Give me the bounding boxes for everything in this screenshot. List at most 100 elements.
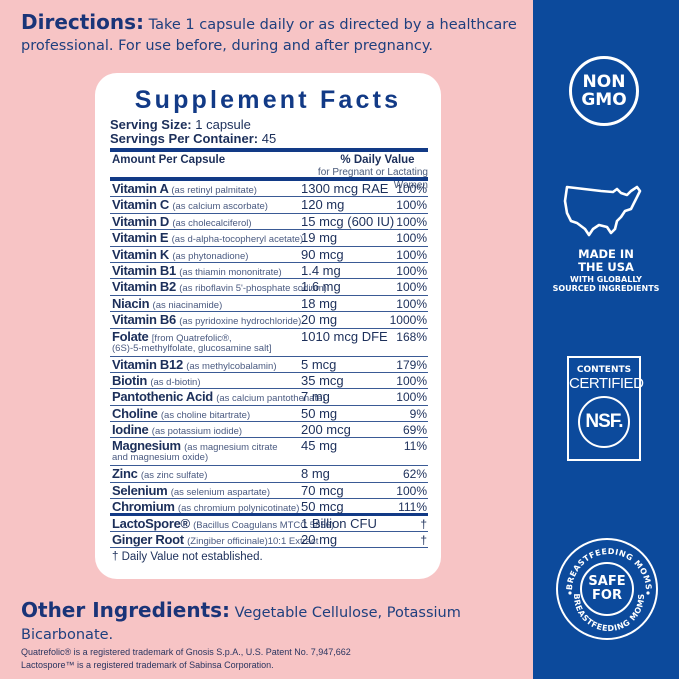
nutrient-source: (as calcium pantothenate) [216, 393, 326, 405]
nutrient-source: (as riboflavin 5'-phosphate sodium) [179, 283, 327, 295]
nutrient-amount: 20 mg [301, 532, 338, 548]
nutrient-table: Vitamin A (as retinyl palmitate) 1300 mcg… [110, 181, 428, 549]
made-sub2: SOURCED INGREDIENTS [552, 284, 660, 293]
nutrient-name: Vitamin A (as retinyl palmitate) [112, 181, 257, 196]
nsf-logo: NSF. [578, 396, 630, 448]
serving-size-label: Serving Size: [110, 117, 192, 132]
nutrient-name: Vitamin B12 (as methylcobalamin) [112, 356, 277, 372]
nutrient-amount: 200 mcg [301, 422, 351, 438]
nutrient-name: Vitamin E (as d-alpha-tocopheryl acetate… [112, 230, 304, 246]
header-daily-value: % Daily Value for Pregnant or Lactating W… [295, 154, 428, 192]
nutrient-source: (as magnesium citrate [184, 442, 278, 454]
nutrient-source: (as choline bitartrate) [160, 409, 251, 421]
nutrient-name: Vitamin B2 (as riboflavin 5'-phosphate s… [112, 279, 327, 295]
nutrient-name: Pantothenic Acid (as calcium pantothenat… [112, 389, 326, 405]
usa-map-icon [563, 185, 642, 237]
directions-label: Directions: [21, 10, 145, 34]
nutrient-daily-value: 69% [402, 423, 427, 438]
table-row: Vitamin D (as cholecalciferol) 15 mcg (60… [110, 213, 428, 231]
servings-per-container: Servings Per Container: 45 [110, 132, 276, 146]
breastfeeding-ring-text: BREASTFEEDING MOMS BREASTFEEDING MOMS [565, 547, 653, 633]
nutrient-name: Choline (as choline bitartrate) [112, 405, 251, 421]
table-row: Selenium (as selenium aspartate) 70 mcg 10… [110, 482, 428, 500]
servings-per-container-label: Servings Per Container: [110, 131, 259, 146]
nutrient-daily-value: 168% [396, 329, 427, 344]
non-gmo-badge: NON GMO [569, 56, 639, 126]
nutrient-source: (as d-biotin) [150, 376, 201, 388]
header-dv-sub: for Pregnant or Lactating Women [317, 167, 428, 191]
divider-thick [110, 177, 428, 181]
nutrient-amount: 50 mcg [301, 499, 344, 515]
non-gmo-line2: GMO [581, 90, 627, 110]
nutrient-daily-value: 100% [396, 390, 427, 405]
nutrient-amount: 50 mg [301, 405, 338, 421]
nutrient-source: (Bacillus Coagulans MTCC 5856) [193, 519, 335, 531]
nutrient-source: (as calcium ascorbate) [172, 201, 268, 213]
nutrient-daily-value: † [420, 533, 427, 548]
nutrient-amount: 1010 mcg DFE [301, 328, 388, 344]
nutrient-daily-value: 100% [396, 373, 427, 388]
nutrient-daily-value: 100% [396, 296, 427, 311]
nutrient-daily-value: 111% [398, 500, 427, 515]
breastfeeding-safe-badge: BREASTFEEDING MOMS BREASTFEEDING MOMS SA… [556, 538, 658, 640]
bf-line1: SAFE [588, 574, 626, 589]
table-row: Choline (as choline bitartrate) 50 mg 9% [110, 405, 428, 423]
trademark-note: Quatrefolic® is a registered trademark o… [21, 647, 351, 657]
nutrient-source: (as chromium polynicotinate) [177, 503, 300, 515]
nsf-line1: CONTENTS [576, 365, 632, 375]
serving-size: Serving Size: 1 capsule [110, 118, 251, 132]
nutrient-amount: 19 mg [301, 230, 338, 246]
footnote: † Daily Value not established. [112, 551, 263, 563]
nutrient-amount: 15 mcg (600 IU) [301, 213, 395, 229]
nutrient-name: Iodine (as potassium iodide) [112, 422, 243, 438]
made-line2: THE USA [578, 260, 634, 274]
nutrient-name: Selenium (as selenium aspartate) [112, 482, 270, 498]
divider-thick [110, 148, 428, 152]
nutrient-amount: 18 mg [301, 295, 338, 311]
table-row: Ginger Root (Zingiber officinale)10:1 Ex… [110, 532, 428, 549]
nutrient-daily-value: 100% [396, 182, 427, 196]
nutrient-source: (as cholecalciferol) [172, 217, 252, 229]
nutrient-name: Chromium (as chromium polynicotinate) [112, 499, 300, 515]
nutrient-source: (as niacinamide) [152, 299, 223, 311]
nutrient-source: (as selenium aspartate) [170, 486, 270, 498]
nutrient-source: [from Quatrefolic®, [151, 332, 232, 344]
nutrient-amount: 1.6 mg [301, 279, 341, 295]
nutrient-source: (Zingiber officinale)10:1 Extract [187, 536, 319, 548]
nutrient-amount: 5 mcg [301, 356, 337, 372]
nutrient-source: (as phytonadione) [172, 250, 249, 262]
table-row: Magnesium (as magnesium citrate and magne… [110, 438, 428, 467]
trademark-note: Lactospore™ is a registered trademark of… [21, 660, 274, 670]
nutrient-daily-value: 179% [396, 357, 427, 372]
nutrient-source: (as thiamin mononitrate) [179, 266, 282, 278]
table-row: Vitamin B6 (as pyridoxine hydrochloride)… [110, 312, 428, 329]
bf-line2: FOR [592, 588, 622, 603]
table-row: Vitamin B12 (as methylcobalamin) 5 mcg 179… [110, 357, 428, 373]
other-ingredients-label: Other Ingredients: [21, 598, 231, 622]
nutrient-amount: 45 mg [301, 438, 338, 454]
table-row: Vitamin E (as d-alpha-tocopheryl acetate… [110, 230, 428, 247]
table-row: Biotin (as d-biotin) 35 mcg 100% [110, 373, 428, 390]
made-sub1: WITH GLOBALLY [570, 275, 642, 284]
nutrient-name: Vitamin K (as phytonadione) [112, 246, 249, 262]
nutrient-daily-value: 9% [409, 406, 427, 421]
nutrient-amount: 7 mg [301, 389, 330, 405]
nutrient-daily-value: 100% [396, 247, 427, 262]
nutrient-name: Folate [from Quatrefolic®, [112, 328, 232, 344]
nutrient-name: LactoSpore® (Bacillus Coagulans MTCC 585… [112, 515, 335, 531]
nsf-certified-badge: CONTENTS CERTIFIED NSF. [567, 356, 644, 461]
nutrient-source: (as d-alpha-tocopheryl acetate) [171, 234, 304, 246]
made-line1: MADE IN [578, 247, 634, 261]
nutrient-daily-value: † [420, 516, 427, 531]
nutrient-amount: 8 mg [301, 466, 330, 482]
table-row: Zinc (as zinc sulfate) 8 mg 62% [110, 466, 428, 483]
made-in-usa-badge: MADE IN THE USA WITH GLOBALLY SOURCED IN… [540, 248, 672, 294]
nutrient-daily-value: 100% [396, 214, 427, 229]
servings-per-container-value: 45 [258, 131, 277, 146]
header-dv-label: % Daily Value [340, 154, 415, 166]
table-row: Iodine (as potassium iodide) 200 mcg 69% [110, 422, 428, 439]
nutrient-source-line2: (6S)-5-methylfolate, glucosamine salt] [112, 342, 272, 354]
table-row: Vitamin B1 (as thiamin mononitrate) 1.4 m… [110, 263, 428, 280]
table-row: Vitamin K (as phytonadione) 90 mcg 100% [110, 247, 428, 263]
nutrient-amount: 1300 mcg RAE [301, 181, 389, 196]
